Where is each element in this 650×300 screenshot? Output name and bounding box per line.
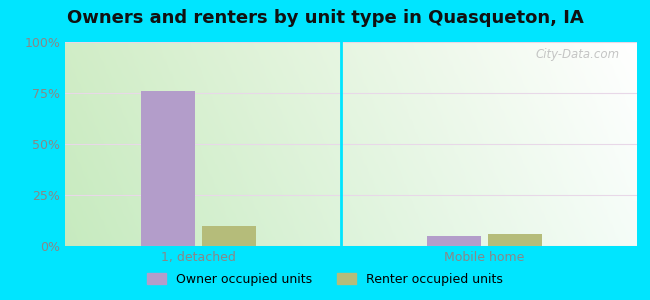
Bar bbox=[202, 226, 255, 246]
Bar bbox=[488, 234, 541, 246]
Text: City-Data.com: City-Data.com bbox=[536, 48, 620, 61]
Text: Owners and renters by unit type in Quasqueton, IA: Owners and renters by unit type in Quasq… bbox=[66, 9, 584, 27]
Legend: Owner occupied units, Renter occupied units: Owner occupied units, Renter occupied un… bbox=[142, 268, 508, 291]
Bar bbox=[141, 91, 194, 246]
Bar bbox=[427, 236, 480, 246]
